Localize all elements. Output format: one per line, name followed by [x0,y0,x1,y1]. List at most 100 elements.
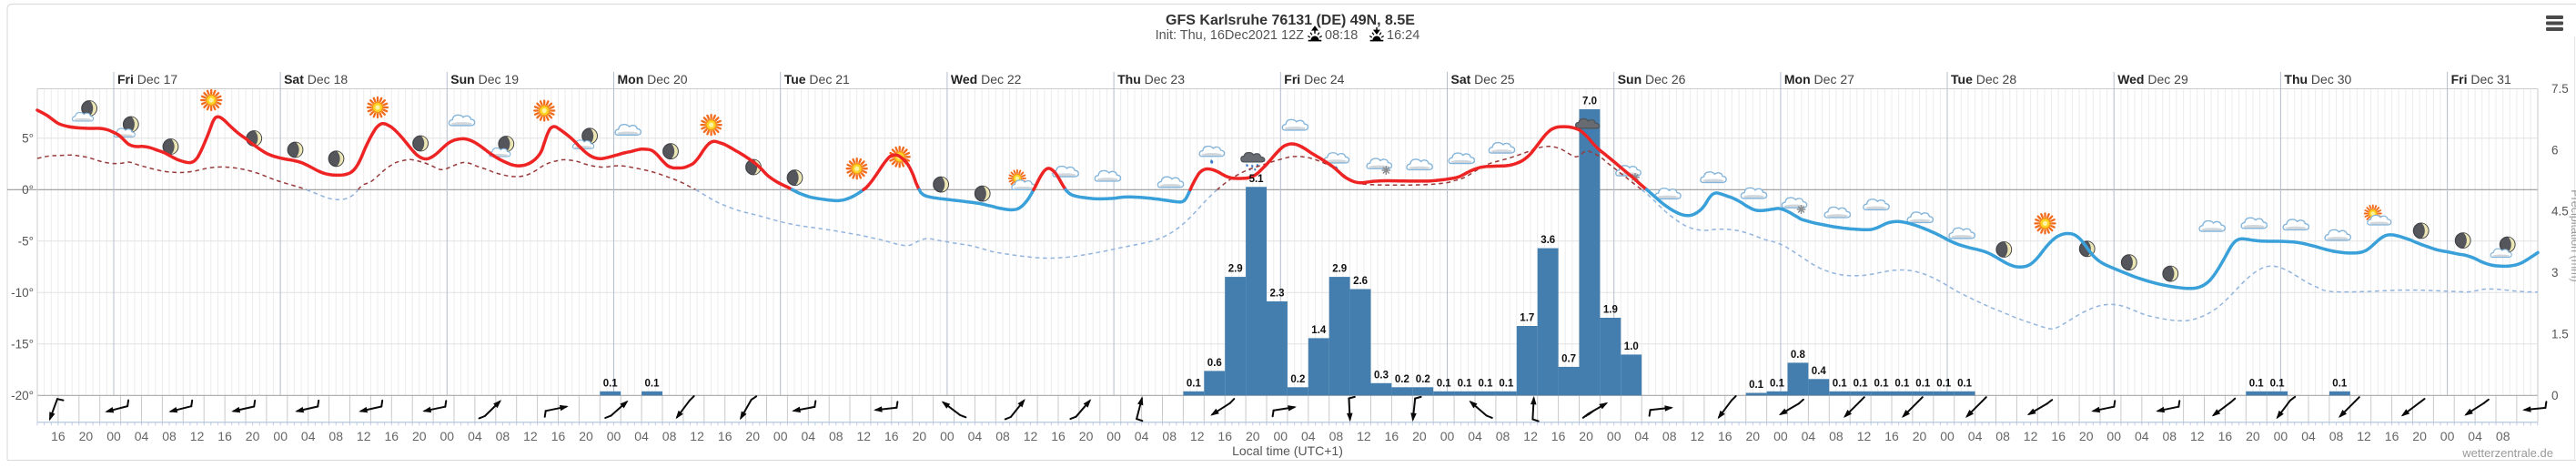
svg-text:20: 20 [1079,429,1094,443]
svg-text:00: 00 [773,429,788,443]
svg-text:0.1: 0.1 [603,378,619,389]
svg-text:16: 16 [2385,429,2399,443]
svg-text:16: 16 [884,429,899,443]
svg-text:20: 20 [2079,429,2094,443]
svg-text:12: 12 [1523,429,1538,443]
svg-text:16: 16 [217,429,232,443]
svg-text:16: 16 [1385,429,1399,443]
svg-text:16: 16 [1718,429,1732,443]
svg-text:08: 08 [1995,429,2010,443]
svg-text:20: 20 [1746,429,1761,443]
svg-text:20: 20 [913,429,927,443]
svg-text:Thu Dec 23: Thu Dec 23 [1117,72,1185,86]
svg-text:16: 16 [2051,429,2066,443]
svg-text:Init: Thu, 16Dec2021 12Z: Init: Thu, 16Dec2021 12Z [1156,28,1305,43]
svg-text:-5°: -5° [18,234,34,248]
svg-text:08: 08 [995,429,1010,443]
svg-text:00: 00 [1607,429,1621,443]
svg-text:04: 04 [802,429,816,443]
svg-text:0.1: 0.1 [1749,380,1764,391]
svg-text:04: 04 [2301,429,2316,443]
svg-text:20: 20 [745,429,760,443]
svg-text:12: 12 [1857,429,1872,443]
svg-text:08: 08 [2496,429,2510,443]
svg-text:Sat Dec 18: Sat Dec 18 [284,72,348,86]
svg-text:0.1: 0.1 [1499,378,1514,389]
svg-text:00: 00 [440,429,455,443]
svg-text:08: 08 [829,429,844,443]
svg-text:0.1: 0.1 [1458,378,1473,389]
svg-text:Local time (UTC+1): Local time (UTC+1) [1232,443,1343,458]
svg-text:Tue Dec 21: Tue Dec 21 [784,72,850,86]
svg-text:12: 12 [690,429,704,443]
svg-text:00: 00 [2106,429,2121,443]
svg-text:0°: 0° [22,183,34,197]
svg-text:12: 12 [1357,429,1371,443]
svg-text:0.1: 0.1 [1874,378,1890,389]
svg-text:3.6: 3.6 [1541,235,1555,246]
svg-text:16: 16 [385,429,399,443]
svg-text:0.7: 0.7 [1561,353,1576,364]
svg-text:1.9: 1.9 [1603,305,1618,316]
svg-text:Fri Dec 31: Fri Dec 31 [2451,72,2511,86]
svg-text:GFS Karlsruhe 76131 (DE) 49N,: GFS Karlsruhe 76131 (DE) 49N, 8.5E [1166,13,1415,28]
svg-text:0.1: 0.1 [1187,378,1202,389]
svg-text:Precipitation (mm): Precipitation (mm) [2569,189,2576,281]
svg-text:16: 16 [551,429,566,443]
svg-text:1.5: 1.5 [2551,327,2569,341]
svg-text:3: 3 [2551,266,2559,280]
svg-text:12: 12 [357,429,371,443]
svg-text:0.2: 0.2 [1416,374,1430,385]
svg-text:12: 12 [2357,429,2371,443]
svg-text:Wed Dec 29: Wed Dec 29 [2117,72,2188,86]
svg-text:12: 12 [1190,429,1205,443]
svg-text:00: 00 [2440,429,2455,443]
svg-text:00: 00 [106,429,121,443]
svg-text:20: 20 [1412,429,1427,443]
svg-text:0.1: 0.1 [1479,378,1494,389]
svg-text:04: 04 [1968,429,1983,443]
svg-text:12: 12 [190,429,205,443]
svg-text:0.1: 0.1 [1894,378,1910,389]
svg-text:16: 16 [1217,429,1232,443]
svg-text:20: 20 [246,429,260,443]
svg-text:0.4: 0.4 [1812,366,1827,377]
svg-text:20: 20 [1246,429,1260,443]
svg-text:00: 00 [2274,429,2288,443]
svg-text:20: 20 [412,429,427,443]
svg-text:Fri Dec 24: Fri Dec 24 [1284,72,1344,86]
svg-text:0.3: 0.3 [1374,370,1389,381]
svg-text:0: 0 [2551,389,2559,402]
svg-text:08:18: 08:18 [1325,28,1358,43]
svg-text:08: 08 [162,429,177,443]
svg-text:04: 04 [301,429,316,443]
svg-text:00: 00 [1274,429,1288,443]
svg-text:-10°: -10° [11,286,34,300]
svg-text:4.5: 4.5 [2551,205,2569,219]
svg-text:Fri Dec 17: Fri Dec 17 [117,72,177,86]
svg-text:16: 16 [2218,429,2233,443]
svg-text:1.7: 1.7 [1520,313,1534,324]
svg-text:04: 04 [1802,429,1816,443]
svg-text:08: 08 [2329,429,2344,443]
svg-text:0.1: 0.1 [2270,378,2286,389]
svg-text:12: 12 [523,429,538,443]
svg-text:Sun Dec 19: Sun Dec 19 [450,72,519,86]
svg-text:00: 00 [1773,429,1788,443]
svg-text:08: 08 [1329,429,1344,443]
svg-text:0.6: 0.6 [1207,358,1222,369]
svg-text:wetterzentrale.de: wetterzentrale.de [2461,446,2553,460]
svg-text:04: 04 [1468,429,1482,443]
svg-text:20: 20 [1579,429,1593,443]
svg-text:0.1: 0.1 [645,378,661,389]
svg-text:04: 04 [968,429,983,443]
svg-text:08: 08 [1829,429,1844,443]
svg-text:04: 04 [634,429,649,443]
svg-text:08: 08 [496,429,510,443]
svg-text:1.0: 1.0 [1624,341,1639,352]
svg-text:0.2: 0.2 [1395,374,1409,385]
svg-text:6: 6 [2551,143,2559,157]
svg-text:0.1: 0.1 [1437,378,1452,389]
svg-text:Sun Dec 26: Sun Dec 26 [1618,72,1686,86]
svg-text:-20°: -20° [11,389,34,402]
